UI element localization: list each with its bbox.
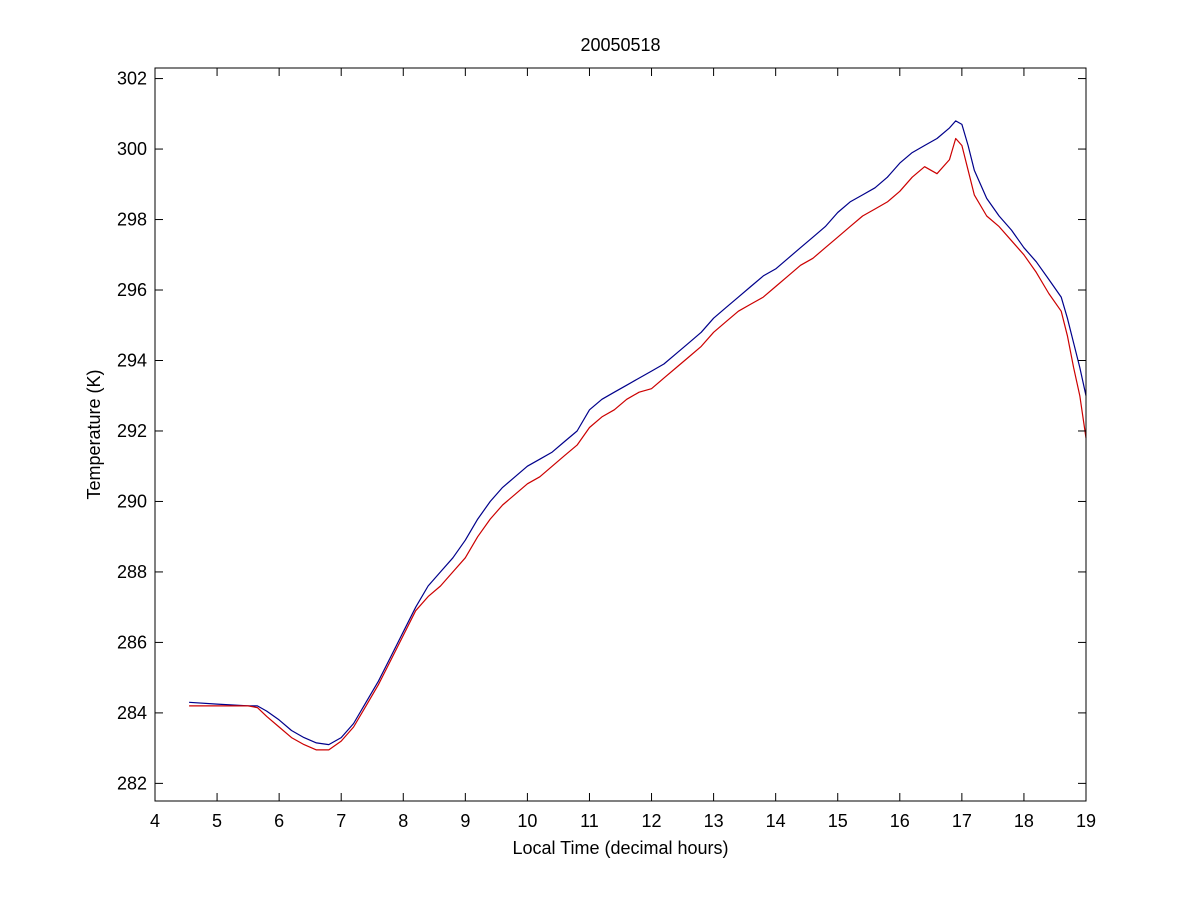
y-tick-label: 296 [117, 280, 147, 300]
x-axis-label: Local Time (decimal hours) [512, 838, 728, 858]
series-line-2 [189, 137, 1087, 751]
x-tick-label: 4 [150, 811, 160, 831]
x-tick-label: 13 [704, 811, 724, 831]
y-tick-label: 284 [117, 703, 147, 723]
y-tick-label: 294 [117, 350, 147, 370]
y-axis-label: Temperature (K) [84, 369, 104, 499]
x-tick-label: 8 [398, 811, 408, 831]
series-layer [189, 120, 1087, 751]
x-tick-label: 17 [952, 811, 972, 831]
x-tick-label: 15 [828, 811, 848, 831]
x-tick-label: 19 [1076, 811, 1096, 831]
y-tick-label: 290 [117, 491, 147, 511]
y-tick-label: 288 [117, 562, 147, 582]
x-tick-label: 12 [642, 811, 662, 831]
x-tick-label: 16 [890, 811, 910, 831]
x-tick-label: 5 [212, 811, 222, 831]
y-tick-label: 286 [117, 632, 147, 652]
x-tick-label: 11 [580, 811, 599, 831]
x-tick-label: 14 [766, 811, 786, 831]
plot-frame [154, 67, 1087, 802]
y-tick-label: 282 [117, 773, 147, 793]
y-tick-label: 298 [117, 210, 147, 230]
chart-title: 20050518 [580, 35, 660, 55]
x-tick-label: 7 [336, 811, 346, 831]
x-tick-label: 10 [517, 811, 537, 831]
y-tick-label: 300 [117, 139, 147, 159]
y-tick-label: 292 [117, 421, 147, 441]
y-tick-label: 302 [117, 69, 147, 89]
ticks-layer: 4 5 6 7 8 9 10 11 12 13 14 15 16 17 18 19 282 284 286 288 29… [117, 68, 1096, 831]
series-line-1 [189, 120, 1087, 746]
x-tick-label: 9 [460, 811, 470, 831]
x-tick-label: 18 [1014, 811, 1034, 831]
x-tick-label: 6 [274, 811, 284, 831]
